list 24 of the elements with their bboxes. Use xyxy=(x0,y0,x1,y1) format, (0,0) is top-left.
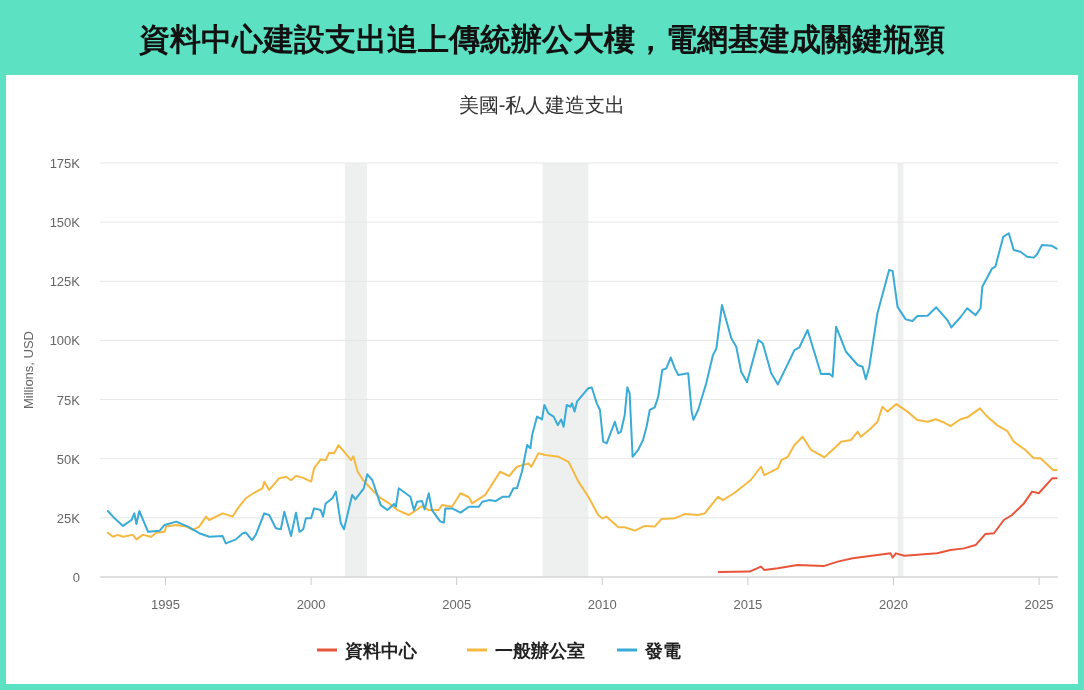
x-tick-label: 1995 xyxy=(151,597,180,612)
y-tick-label: 0 xyxy=(72,570,80,585)
y-axis-title: Millions, USD xyxy=(21,330,36,410)
y-tick-label: 50K xyxy=(56,451,81,467)
chart-subtitle: 美國-私人建造支出 xyxy=(458,94,626,116)
x-tick-label: 2025 xyxy=(1024,597,1054,612)
x-tick-label: 2020 xyxy=(879,597,908,612)
line-series xyxy=(717,477,1058,574)
y-tick-label: 25K xyxy=(56,510,81,526)
legend-label: 發電 xyxy=(644,641,681,661)
y-tick-label: 150K xyxy=(49,215,81,231)
x-tick-label: 2000 xyxy=(296,597,326,612)
y-tick-label: 75K xyxy=(56,392,81,408)
chart-title: 資料中心建設支出追上傳統辦公大樓，電網基建成關鍵瓶頸 xyxy=(138,22,945,57)
y-tick-label: 125K xyxy=(49,274,81,290)
line-series xyxy=(106,403,1058,541)
y-tick-label: 175K xyxy=(49,156,81,171)
x-tick-label: 2010 xyxy=(587,597,617,612)
x-tick-label: 2005 xyxy=(442,597,472,612)
line-series xyxy=(106,232,1058,545)
legend-label: 一般辦公室 xyxy=(495,641,585,661)
legend-label: 資料中心 xyxy=(344,641,418,661)
y-tick-label: 100K xyxy=(49,333,81,349)
x-tick-label: 2015 xyxy=(733,597,763,612)
